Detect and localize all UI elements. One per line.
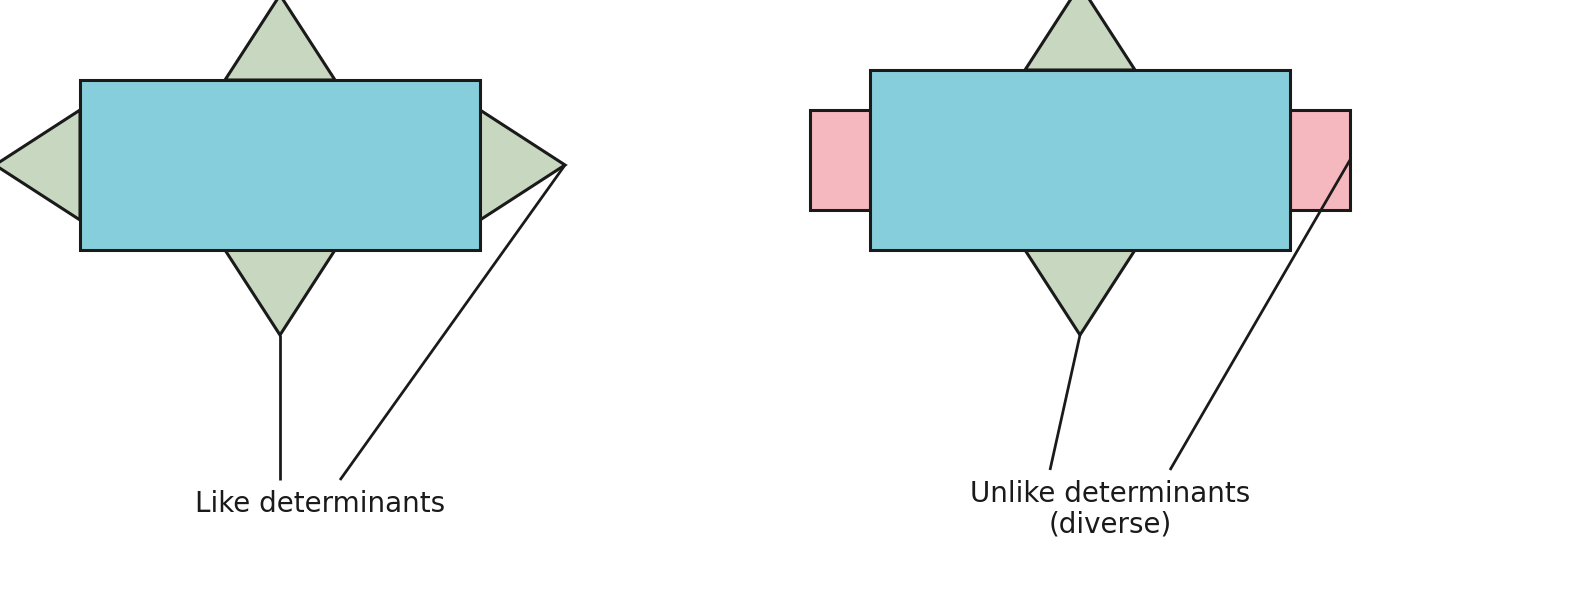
Bar [79,80,481,250]
Text: (diverse): (diverse) [1048,510,1172,538]
Polygon shape [225,0,335,80]
Polygon shape [481,110,565,220]
Bar [871,70,1289,250]
Bar [1289,110,1350,210]
Text: Unlike determinants: Unlike determinants [971,480,1250,508]
Polygon shape [1025,250,1136,335]
Text: Like determinants: Like determinants [195,490,446,518]
Polygon shape [225,250,335,335]
Bar [810,110,871,210]
Polygon shape [1025,0,1136,70]
Polygon shape [0,110,79,220]
